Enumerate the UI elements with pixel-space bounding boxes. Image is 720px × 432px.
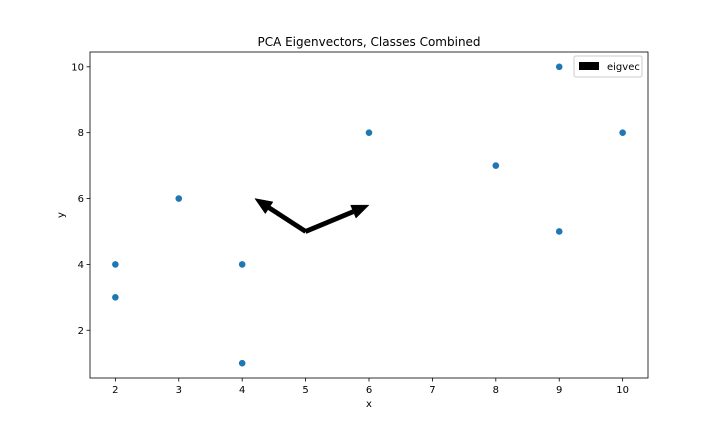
legend-label-eigvec: eigvec <box>607 62 640 73</box>
y-tick-label: 2 <box>78 326 84 337</box>
x-tick-label: 7 <box>429 385 435 396</box>
x-tick-label: 10 <box>616 385 629 396</box>
eigvec-arrow-1 <box>304 204 370 234</box>
y-tick-label: 4 <box>78 260 84 271</box>
x-tick-label: 6 <box>366 385 372 396</box>
x-tick-label: 8 <box>493 385 499 396</box>
y-tick-label: 8 <box>78 128 84 139</box>
x-tick-label: 5 <box>302 385 308 396</box>
y-tick-label: 10 <box>71 62 84 73</box>
eigvec-arrow-2 <box>254 198 308 234</box>
x-tick-label: 9 <box>556 385 562 396</box>
scatter-point <box>619 129 626 136</box>
legend: eigvec <box>573 55 643 78</box>
scatter-point <box>238 261 246 268</box>
scatter-point <box>365 129 373 136</box>
x-axis-label: x <box>366 399 372 410</box>
scatter-point <box>175 195 183 202</box>
x-tick-label: 4 <box>239 385 245 396</box>
chart-title: PCA Eigenvectors, Classes Combined <box>257 35 480 49</box>
scatter-point <box>555 63 563 71</box>
scatter-point <box>555 228 563 235</box>
x-tick-label: 3 <box>176 385 182 396</box>
plot-area: 2 3 4 5 6 7 8 9 10 2 4 6 8 10 <box>71 51 649 396</box>
scatter-point <box>238 359 246 367</box>
x-tick-label: 2 <box>112 385 118 396</box>
scatter-point <box>112 261 119 268</box>
scatter-point <box>112 294 119 301</box>
legend-box <box>573 55 643 78</box>
y-axis-label: y <box>56 212 67 218</box>
scatter-point <box>492 162 500 169</box>
y-tick-label: 6 <box>78 194 84 205</box>
legend-swatch-eigvec <box>579 62 599 70</box>
